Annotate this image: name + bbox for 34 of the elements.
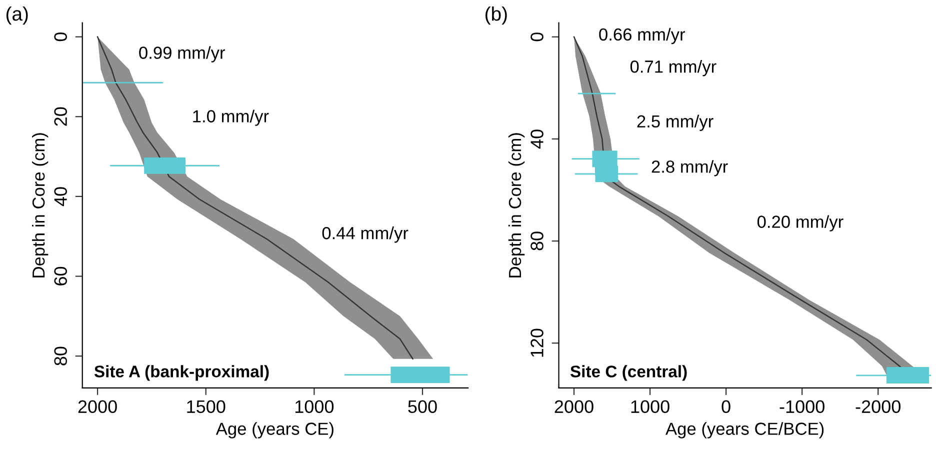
x-tick-label: 1000 xyxy=(631,400,670,414)
y-tick-label: 0 xyxy=(54,32,67,42)
annotation: 2.5 mm/yr xyxy=(637,114,714,131)
x-tick-label: 2000 xyxy=(78,400,117,414)
chart-title: (a) xyxy=(6,6,28,25)
x-tick-label: -1000 xyxy=(780,400,824,414)
x-tick-label: 1500 xyxy=(187,400,226,414)
annotation: 1.0 mm/yr xyxy=(193,110,269,126)
y-tick-label: 40 xyxy=(54,187,67,206)
x-axis-title: Age (years CE) xyxy=(216,422,334,438)
annotation: 0.20 mm/yr xyxy=(757,215,844,232)
annotation: Site A (bank-proximal) xyxy=(94,365,269,381)
y-tick-label: 120 xyxy=(530,328,544,357)
y-tick-label: 40 xyxy=(530,130,544,149)
x-axis-title: Age (years CE/BCE) xyxy=(665,422,824,438)
x-tick-label: 2000 xyxy=(554,400,594,414)
annotation: 0.99 mm/yr xyxy=(139,46,225,62)
y-tick-label: 0 xyxy=(530,32,544,42)
x-tick-label: 500 xyxy=(408,400,437,414)
x-tick-label: 0 xyxy=(722,400,730,414)
y-axis-title: Depth in Core (cm) xyxy=(508,133,525,278)
y-tick-label: 20 xyxy=(54,107,67,126)
chart-title: (b) xyxy=(485,6,507,25)
y-tick-label: 60 xyxy=(54,266,67,286)
annotation: 0.44 mm/yr xyxy=(322,226,408,243)
annotation: Site C (central) xyxy=(570,365,687,381)
x-tick-label: 1000 xyxy=(295,400,334,414)
annotation: 2.8 mm/yr xyxy=(652,160,728,176)
y-tick-label: 80 xyxy=(54,346,67,366)
y-tick-label: 80 xyxy=(530,232,544,250)
annotation: 0.66 mm/yr xyxy=(599,28,685,44)
x-tick-label: -2000 xyxy=(856,400,900,414)
annotation: 0.71 mm/yr xyxy=(630,60,716,76)
y-axis-title: Depth in Core (cm) xyxy=(32,133,48,278)
